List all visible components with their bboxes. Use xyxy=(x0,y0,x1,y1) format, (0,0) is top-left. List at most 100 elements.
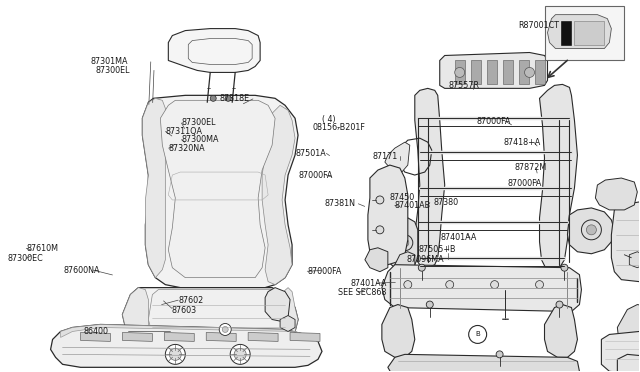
Bar xyxy=(545,6,625,61)
Polygon shape xyxy=(265,288,290,321)
Polygon shape xyxy=(545,305,577,357)
Circle shape xyxy=(165,344,186,364)
Polygon shape xyxy=(168,29,260,73)
Polygon shape xyxy=(142,98,165,278)
Text: 87505+B: 87505+B xyxy=(419,245,456,254)
Circle shape xyxy=(561,264,568,271)
Text: 87401AA: 87401AA xyxy=(350,279,387,288)
Text: 87171: 87171 xyxy=(372,152,397,161)
Polygon shape xyxy=(365,248,388,272)
Polygon shape xyxy=(486,61,497,84)
Text: 87000FA: 87000FA xyxy=(507,179,541,187)
Circle shape xyxy=(586,225,596,235)
Polygon shape xyxy=(602,331,640,372)
Text: 87000FA: 87000FA xyxy=(307,267,342,276)
Text: 87381N: 87381N xyxy=(324,199,355,208)
Polygon shape xyxy=(454,61,465,84)
Circle shape xyxy=(491,280,499,289)
Circle shape xyxy=(536,280,543,289)
Text: 87603: 87603 xyxy=(172,306,197,315)
Polygon shape xyxy=(629,252,640,268)
Polygon shape xyxy=(534,61,545,84)
Polygon shape xyxy=(270,288,298,344)
Circle shape xyxy=(426,301,433,308)
Circle shape xyxy=(525,67,534,77)
Text: 87000FA: 87000FA xyxy=(299,171,333,180)
Polygon shape xyxy=(164,333,195,341)
Text: 87418+A: 87418+A xyxy=(503,138,541,147)
Text: 87600NA: 87600NA xyxy=(63,266,100,275)
Text: 87311QA: 87311QA xyxy=(166,127,202,136)
Text: 87380: 87380 xyxy=(433,198,458,207)
Circle shape xyxy=(419,264,425,271)
Circle shape xyxy=(397,235,413,251)
Text: 87320NA: 87320NA xyxy=(169,144,205,153)
Polygon shape xyxy=(395,252,415,275)
Circle shape xyxy=(222,327,228,333)
Polygon shape xyxy=(518,61,529,84)
Text: 87872M: 87872M xyxy=(515,163,547,172)
Polygon shape xyxy=(611,202,640,282)
Polygon shape xyxy=(382,305,415,357)
Polygon shape xyxy=(148,290,285,341)
Text: 87300MA: 87300MA xyxy=(181,135,219,144)
Polygon shape xyxy=(248,333,278,341)
Text: 87000FA: 87000FA xyxy=(476,117,511,126)
Text: R87001CT: R87001CT xyxy=(518,22,559,31)
Polygon shape xyxy=(575,20,604,45)
Circle shape xyxy=(445,280,454,289)
Polygon shape xyxy=(618,305,640,359)
Circle shape xyxy=(404,280,412,289)
Text: 87602: 87602 xyxy=(178,296,204,305)
Text: 87450: 87450 xyxy=(390,193,415,202)
Circle shape xyxy=(581,220,602,240)
Polygon shape xyxy=(540,84,577,270)
Text: 87300EL: 87300EL xyxy=(95,66,130,75)
Text: 87401AA: 87401AA xyxy=(440,233,476,243)
Circle shape xyxy=(454,67,465,77)
Circle shape xyxy=(556,301,563,308)
Text: 87501A: 87501A xyxy=(296,149,326,158)
Text: 87300EC: 87300EC xyxy=(7,254,43,263)
Text: 87300EL: 87300EL xyxy=(181,119,216,128)
Polygon shape xyxy=(262,105,295,285)
Polygon shape xyxy=(122,288,298,347)
Text: 87301MA: 87301MA xyxy=(90,57,127,66)
Text: 86400: 86400 xyxy=(84,327,109,336)
Polygon shape xyxy=(290,333,320,341)
Polygon shape xyxy=(440,52,547,89)
Circle shape xyxy=(220,324,231,336)
Polygon shape xyxy=(122,333,152,341)
Text: SEE SEC868: SEE SEC868 xyxy=(338,288,387,297)
Polygon shape xyxy=(51,324,322,367)
Polygon shape xyxy=(61,324,318,341)
Text: ( 4): ( 4) xyxy=(322,115,335,124)
Text: 87610M: 87610M xyxy=(26,244,58,253)
Circle shape xyxy=(376,196,384,204)
Polygon shape xyxy=(142,95,298,288)
Text: 87096MA: 87096MA xyxy=(406,255,444,264)
Polygon shape xyxy=(547,15,611,48)
Polygon shape xyxy=(122,288,148,344)
Polygon shape xyxy=(388,355,579,372)
Polygon shape xyxy=(206,333,236,341)
Polygon shape xyxy=(502,61,513,84)
Text: 08156-B201F: 08156-B201F xyxy=(312,123,365,132)
Polygon shape xyxy=(382,265,581,311)
Polygon shape xyxy=(618,355,640,372)
Polygon shape xyxy=(470,61,481,84)
Circle shape xyxy=(401,239,409,247)
Text: 87318E: 87318E xyxy=(219,94,249,103)
Circle shape xyxy=(210,95,216,101)
Polygon shape xyxy=(280,315,295,331)
Circle shape xyxy=(496,351,503,358)
Polygon shape xyxy=(161,100,275,278)
Text: 87557R: 87557R xyxy=(449,81,480,90)
Circle shape xyxy=(225,95,231,101)
Polygon shape xyxy=(568,208,614,254)
Polygon shape xyxy=(595,178,637,210)
Polygon shape xyxy=(385,218,418,268)
Polygon shape xyxy=(385,142,410,172)
Text: 87401AB: 87401AB xyxy=(395,201,431,210)
Polygon shape xyxy=(561,20,572,45)
